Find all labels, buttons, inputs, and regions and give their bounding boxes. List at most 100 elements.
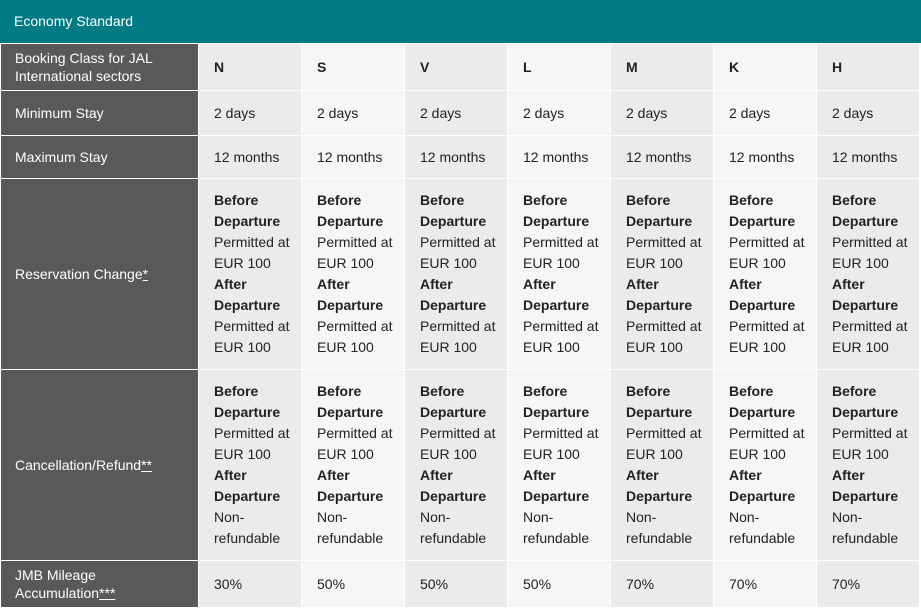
cell-text: 2 days: [523, 104, 565, 121]
table-cell: 2 days: [713, 90, 817, 136]
cell-text: 12 months: [523, 148, 589, 165]
cell-text: Non-refundable: [832, 509, 899, 546]
table-cell: Before Departure Permitted at EUR 100 Afte…: [198, 369, 302, 561]
table-cell: 70%: [816, 560, 920, 608]
table-cell: Before Departure Permitted at EUR 100 Afte…: [301, 369, 405, 561]
cell-text: 2 days: [626, 104, 668, 121]
cell-text: 50%: [523, 575, 552, 592]
cell-text: Permitted at EUR 100: [214, 318, 290, 355]
table-cell: Before Departure Permitted at EUR 100 Afte…: [198, 178, 302, 370]
table-cell: 2 days: [816, 90, 920, 136]
table-cell: 12 months: [198, 135, 302, 179]
cell-heading: Before Departure: [420, 383, 487, 420]
table-cell: 50%: [507, 560, 611, 608]
cell-text: Permitted at EUR 100: [832, 425, 908, 462]
table-row: Minimum Stay 2 days 2 days 2 days 2 days 2 da…: [0, 90, 920, 136]
cell-text: Permitted at EUR 100: [729, 425, 805, 462]
row-label: Cancellation/Refund**: [0, 369, 199, 561]
cell-text: Permitted at EUR 100: [214, 425, 290, 462]
table-cell: 70%: [713, 560, 817, 608]
cell-text: Permitted at EUR 100: [626, 425, 702, 462]
cell-text: 12 months: [317, 148, 383, 165]
cell-text: Permitted at EUR 100: [523, 425, 599, 462]
booking-class: V: [420, 58, 430, 75]
table-row: Cancellation/Refund** Before Departure Per…: [0, 369, 920, 561]
row-label-text: Minimum Stay: [15, 105, 104, 121]
table-cell: 12 months: [816, 135, 920, 179]
cell-heading: After Departure: [626, 467, 693, 504]
table-cell: 50%: [404, 560, 508, 608]
cell-heading: Before Departure: [832, 383, 899, 420]
table-cell: Before Departure Permitted at EUR 100 Afte…: [404, 369, 508, 561]
table-cell: Before Departure Permitted at EUR 100 Afte…: [507, 178, 611, 370]
cell-heading: Before Departure: [832, 192, 899, 229]
table-title: Economy Standard: [0, 0, 921, 43]
cell-text: Permitted at EUR 100: [317, 234, 393, 271]
cell-text: Non-refundable: [420, 509, 487, 546]
cell-text: Permitted at EUR 100: [420, 234, 496, 271]
cell-heading: Before Departure: [214, 192, 281, 229]
cell-text: 12 months: [214, 148, 280, 165]
cell-heading: After Departure: [523, 467, 590, 504]
table-row: Maximum Stay 12 months 12 months 12 months 1…: [0, 135, 920, 179]
cell-text: Non-refundable: [523, 509, 590, 546]
booking-class: K: [729, 58, 740, 75]
cell-heading: Before Departure: [626, 192, 693, 229]
table-cell: Before Departure Permitted at EUR 100 Afte…: [301, 178, 405, 370]
table-cell: Before Departure Permitted at EUR 100 Afte…: [816, 178, 920, 370]
cell-text: Permitted at EUR 100: [420, 425, 496, 462]
cell-heading: After Departure: [832, 467, 899, 504]
cell-heading: After Departure: [832, 276, 899, 313]
booking-class: M: [626, 58, 638, 75]
cell-text: 12 months: [729, 148, 795, 165]
cell-text: 2 days: [832, 104, 874, 121]
cell-text: Permitted at EUR 100: [626, 318, 702, 355]
table-cell: 12 months: [404, 135, 508, 179]
row-label-text: Maximum Stay: [15, 149, 108, 165]
cell-text: 70%: [832, 575, 861, 592]
cell-heading: Before Departure: [729, 383, 796, 420]
table-cell: Before Departure Permitted at EUR 100 Afte…: [610, 369, 714, 561]
table-cell: 12 months: [301, 135, 405, 179]
cell-text: Permitted at EUR 100: [420, 318, 496, 355]
row-label: Maximum Stay: [0, 135, 199, 179]
table-cell: Before Departure Permitted at EUR 100 Afte…: [404, 178, 508, 370]
table-cell: 30%: [198, 560, 302, 608]
table-cell: 12 months: [610, 135, 714, 179]
cell-text: Permitted at EUR 100: [626, 234, 702, 271]
cell-heading: Before Departure: [214, 383, 281, 420]
cell-text: 12 months: [832, 148, 898, 165]
row-label-text: Cancellation/Refund: [15, 457, 142, 473]
cell-text: Permitted at EUR 100: [523, 318, 599, 355]
cell-text: Non-refundable: [317, 509, 384, 546]
table-cell: Before Departure Permitted at EUR 100 Afte…: [610, 178, 714, 370]
table-cell: 2 days: [301, 90, 405, 136]
cell-heading: Before Departure: [523, 383, 590, 420]
table-cell: M: [610, 43, 714, 91]
table-cell: 2 days: [610, 90, 714, 136]
cell-text: 70%: [626, 575, 655, 592]
cell-text: 30%: [214, 575, 243, 592]
cell-heading: Before Departure: [317, 383, 384, 420]
cell-text: Permitted at EUR 100: [317, 425, 393, 462]
cell-text: Permitted at EUR 100: [317, 318, 393, 355]
cell-text: 12 months: [420, 148, 486, 165]
footnote-link: ***: [99, 585, 116, 601]
booking-class: L: [523, 58, 532, 75]
cell-heading: After Departure: [420, 276, 487, 313]
cell-heading: After Departure: [729, 467, 796, 504]
cell-text: Non-refundable: [626, 509, 693, 546]
table-cell: V: [404, 43, 508, 91]
row-label-text: Reservation Change: [15, 266, 143, 282]
cell-text: 70%: [729, 575, 758, 592]
cell-text: Permitted at EUR 100: [832, 234, 908, 271]
table-cell: K: [713, 43, 817, 91]
booking-class: H: [832, 58, 843, 75]
row-label: Reservation Change*: [0, 178, 199, 370]
row-label-text: JMB Mileage Accumulation: [15, 567, 100, 601]
table-cell: Before Departure Permitted at EUR 100 Afte…: [713, 178, 817, 370]
cell-text: 2 days: [729, 104, 771, 121]
table-row: JMB Mileage Accumulation*** 30% 50% 50% 50% 7…: [0, 560, 920, 608]
cell-heading: After Departure: [420, 467, 487, 504]
cell-text: 2 days: [420, 104, 462, 121]
